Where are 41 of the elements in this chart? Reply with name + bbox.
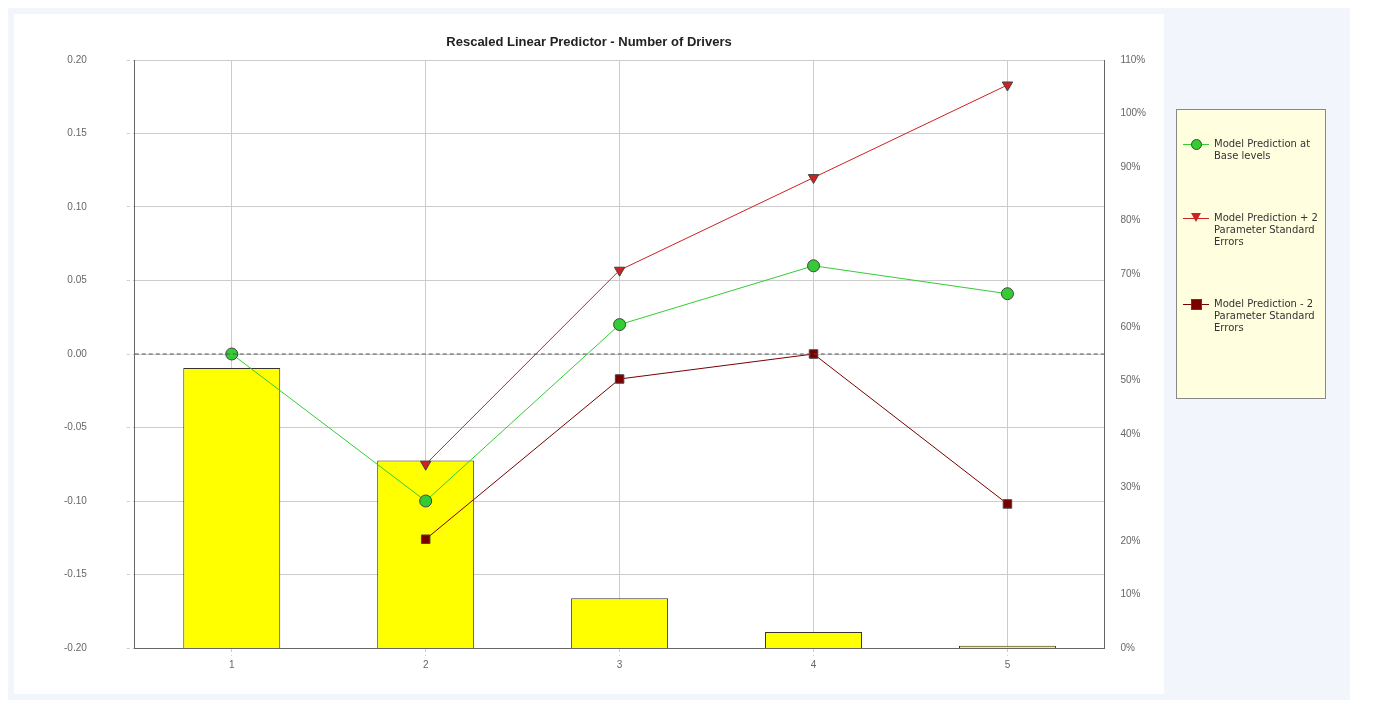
point (1002, 499, 1013, 509)
point (807, 174, 820, 185)
legend-label: Model Prediction + 2 Parameter Standard Errors (1214, 212, 1319, 248)
y-tick-label: 0.10 (67, 200, 88, 212)
y2-tick-label: 100% (1120, 107, 1147, 119)
point (419, 494, 433, 508)
y2-tick-label: 70% (1120, 267, 1141, 279)
x-tick-label: 2 (422, 658, 429, 670)
point (420, 534, 431, 544)
y-tick-label: -0.05 (64, 421, 88, 433)
point (614, 374, 625, 384)
point (1000, 287, 1014, 301)
x-tick-label: 3 (616, 658, 623, 670)
y2-tick-label: 0% (1120, 641, 1135, 653)
y-tick-label: -0.20 (64, 641, 88, 653)
y2-tick-label: 60% (1120, 321, 1141, 333)
x-tick-label: 1 (228, 658, 235, 670)
y-tick-label: 0.15 (67, 127, 88, 139)
y2-tick-label: 90% (1120, 160, 1141, 172)
y-tick-label: 0.20 (67, 53, 88, 65)
y-tick-label: -0.15 (64, 568, 88, 580)
point (1001, 81, 1014, 92)
y2-tick-label: 50% (1120, 374, 1141, 386)
chart-title: Rescaled Linear Predictor - Number of Drivers (446, 33, 732, 49)
y2-tick-label: 20% (1120, 534, 1141, 546)
y2-tick-label: 80% (1120, 214, 1141, 226)
x-tick-label: 4 (810, 658, 817, 670)
point (613, 318, 627, 332)
legend-label: Model Prediction - 2 Parameter Standard Errors (1214, 298, 1316, 334)
x-tick-label: 5 (1004, 658, 1011, 670)
y2-tick-label: 30% (1120, 481, 1141, 493)
point (613, 266, 626, 277)
legend-label: Model Prediction at Base levels (1214, 138, 1312, 162)
y-tick-label: 0.00 (67, 347, 88, 359)
point (807, 259, 821, 273)
y2-tick-label: 10% (1120, 588, 1141, 600)
y2-tick-label: 110% (1120, 53, 1146, 65)
y-tick-label: 0.05 (67, 274, 88, 286)
y-tick-label: -0.10 (64, 494, 88, 506)
point (419, 460, 432, 471)
y2-tick-label: 40% (1120, 427, 1141, 439)
